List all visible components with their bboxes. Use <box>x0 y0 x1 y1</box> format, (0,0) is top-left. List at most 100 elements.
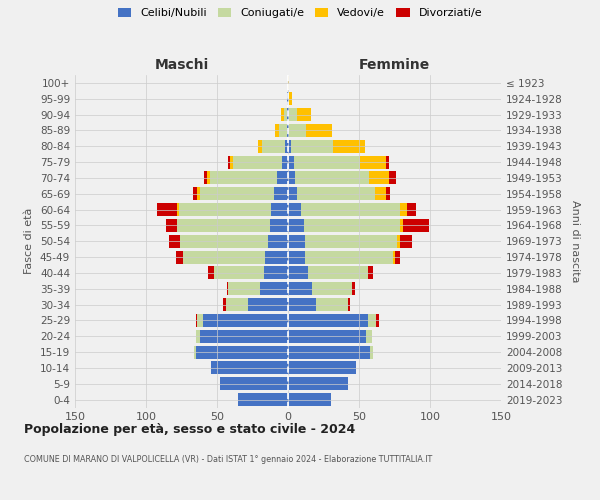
Bar <box>214 266 264 280</box>
Bar <box>288 92 289 105</box>
Bar <box>288 393 331 406</box>
Text: Popolazione per età, sesso e stato civile - 2024: Popolazione per età, sesso e stato civil… <box>24 422 355 436</box>
Bar <box>194 346 196 358</box>
Bar <box>288 298 316 311</box>
Bar <box>287 108 288 121</box>
Bar <box>407 203 416 216</box>
Bar <box>200 330 288 342</box>
Bar <box>316 298 347 311</box>
Bar <box>204 172 207 184</box>
Bar <box>369 172 389 184</box>
Bar <box>288 266 308 280</box>
Legend: Celibi/Nubili, Coniugati/e, Vedovi/e, Divorziati/e: Celibi/Nubili, Coniugati/e, Vedovi/e, Di… <box>113 3 487 22</box>
Bar <box>400 219 403 232</box>
Bar <box>397 235 400 248</box>
Bar <box>179 203 271 216</box>
Y-axis label: Anni di nascita: Anni di nascita <box>569 200 580 282</box>
Bar <box>258 140 262 152</box>
Bar <box>265 250 288 264</box>
Bar <box>248 298 288 311</box>
Bar <box>288 140 291 152</box>
Bar <box>208 266 214 280</box>
Bar <box>196 346 288 358</box>
Bar <box>305 250 393 264</box>
Bar <box>281 108 284 121</box>
Bar <box>275 124 280 137</box>
Bar <box>288 219 304 232</box>
Bar <box>288 235 305 248</box>
Bar <box>296 108 311 121</box>
Bar <box>293 156 361 168</box>
Bar <box>403 219 428 232</box>
Bar <box>177 219 269 232</box>
Bar <box>287 92 288 105</box>
Bar <box>274 188 288 200</box>
Bar <box>288 330 366 342</box>
Bar <box>288 362 356 374</box>
Bar <box>288 314 368 327</box>
Bar <box>177 203 179 216</box>
Bar <box>395 250 400 264</box>
Bar <box>305 235 397 248</box>
Bar <box>283 156 288 168</box>
Bar <box>176 250 183 264</box>
Bar <box>288 172 295 184</box>
Bar <box>307 124 332 137</box>
Bar <box>289 108 296 121</box>
Y-axis label: Fasce di età: Fasce di età <box>25 208 34 274</box>
Bar <box>366 330 372 342</box>
Bar <box>288 250 305 264</box>
Bar <box>211 362 288 374</box>
Bar <box>288 108 289 121</box>
Bar <box>196 314 197 327</box>
Bar <box>271 203 288 216</box>
Bar <box>226 298 248 311</box>
Bar <box>166 219 177 232</box>
Bar <box>169 235 180 248</box>
Bar <box>220 378 288 390</box>
Bar <box>260 282 288 295</box>
Bar <box>301 203 400 216</box>
Bar <box>230 156 233 168</box>
Bar <box>374 188 386 200</box>
Bar <box>203 314 288 327</box>
Bar <box>304 219 400 232</box>
Bar <box>238 393 288 406</box>
Bar <box>288 156 293 168</box>
Bar <box>288 378 347 390</box>
Bar <box>386 156 389 168</box>
Bar <box>288 282 312 295</box>
Bar <box>277 172 288 184</box>
Bar <box>280 124 287 137</box>
Bar <box>291 140 334 152</box>
Bar <box>210 172 277 184</box>
Bar <box>183 250 265 264</box>
Bar <box>289 124 307 137</box>
Bar <box>312 282 352 295</box>
Bar <box>157 203 177 216</box>
Text: Maschi: Maschi <box>154 58 209 72</box>
Bar <box>223 298 226 311</box>
Bar <box>376 314 379 327</box>
Bar <box>269 219 288 232</box>
Bar <box>262 140 285 152</box>
Bar <box>193 188 197 200</box>
Bar <box>295 172 369 184</box>
Bar <box>229 156 230 168</box>
Bar <box>289 92 292 105</box>
Bar <box>268 235 288 248</box>
Bar <box>393 250 395 264</box>
Bar <box>197 314 203 327</box>
Bar <box>352 282 355 295</box>
Bar <box>285 140 288 152</box>
Bar <box>334 140 365 152</box>
Bar <box>229 282 260 295</box>
Bar <box>400 235 412 248</box>
Bar <box>389 172 396 184</box>
Bar <box>287 124 288 137</box>
Bar <box>308 266 368 280</box>
Bar <box>197 188 200 200</box>
Bar <box>400 203 407 216</box>
Bar <box>368 266 373 280</box>
Bar <box>227 282 229 295</box>
